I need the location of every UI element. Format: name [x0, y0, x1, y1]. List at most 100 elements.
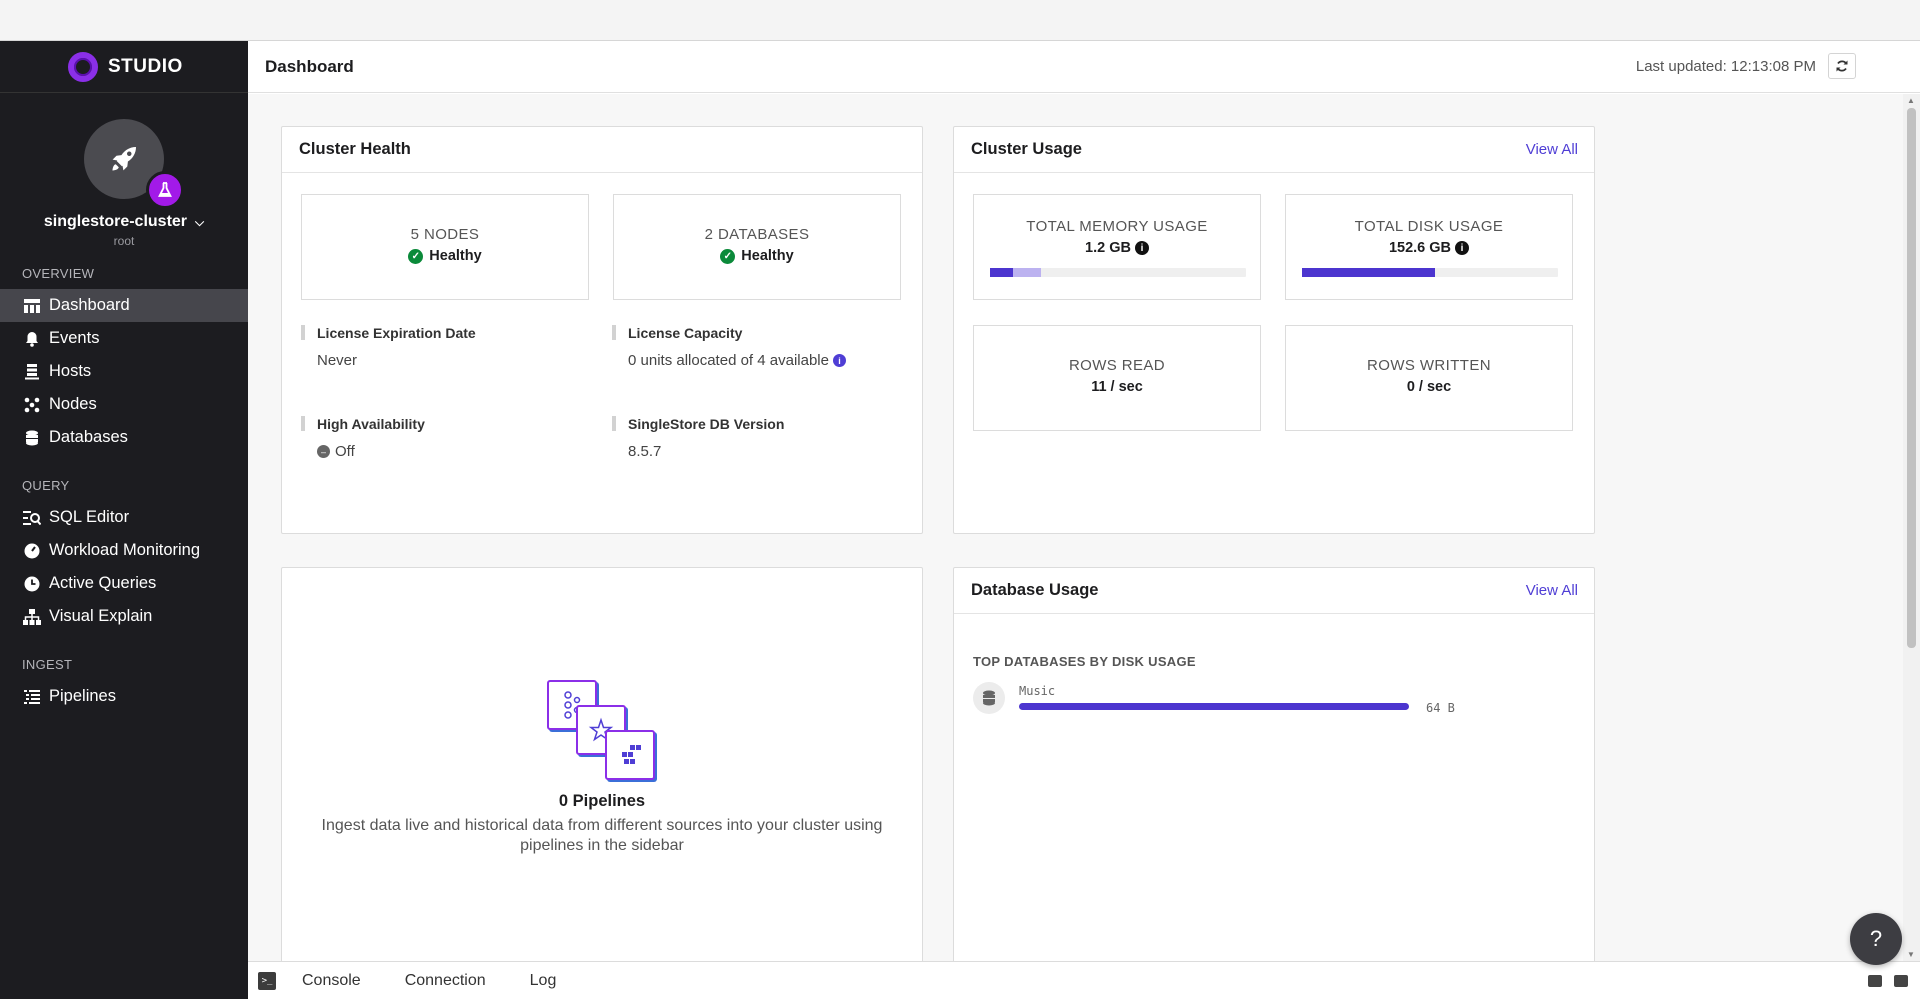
cluster-usage-card: Cluster Usage View All TOTAL MEMORY USAG… [953, 126, 1595, 534]
db-usage-bar [1019, 703, 1409, 710]
sidebar-item-nodes[interactable]: Nodes [0, 388, 248, 421]
prop-key: SingleStore DB Version [628, 416, 785, 432]
sql-editor-icon [22, 508, 42, 528]
view-all-link[interactable]: View All [1525, 141, 1578, 158]
sidebar-item-label: Dashboard [49, 296, 130, 314]
license-capacity-value: 0 units allocated of 4 available i [628, 352, 846, 369]
nodes-box[interactable]: 5 NODES ✓ Healthy [301, 194, 589, 300]
refresh-button[interactable] [1828, 53, 1856, 79]
nodes-label: 5 NODES [410, 226, 480, 243]
pipelines-description: Ingest data live and historical data fro… [321, 817, 883, 854]
rows-read-box[interactable]: ROWS READ 11 / sec [973, 325, 1261, 431]
cluster-health-card: Cluster Health 5 NODES ✓ Healthy 2 DATABA… [281, 126, 923, 534]
license-capacity-label: License Capacity [612, 325, 743, 341]
license-expiration-value: Never [317, 352, 357, 369]
memory-value-text: 1.2 GB [1085, 240, 1131, 256]
sidebar-item-workload-monitoring[interactable]: Workload Monitoring [0, 534, 248, 567]
sidebar-item-label: Pipelines [49, 687, 116, 705]
view-all-link[interactable]: View All [1525, 582, 1578, 599]
sidebar-item-label: SQL Editor [49, 508, 130, 526]
databases-label: 2 DATABASES [704, 226, 810, 243]
sidebar-item-pipelines[interactable]: Pipelines [0, 680, 248, 713]
disk-label: TOTAL DISK USAGE [1354, 218, 1504, 235]
card-header: Cluster Usage View All [954, 127, 1594, 173]
sidebar-item-label: Nodes [49, 395, 97, 413]
db-version-value: 8.5.7 [628, 443, 661, 460]
gauge-icon [22, 541, 42, 561]
prop-key: High Availability [317, 416, 425, 432]
cluster-selector[interactable]: singlestore-cluster ⌵ [0, 213, 248, 231]
sidebar-item-visual-explain[interactable]: Visual Explain [0, 600, 248, 633]
pipelines-count: 0 Pipelines [558, 792, 646, 810]
database-icon [22, 428, 42, 448]
info-icon[interactable]: i [1134, 241, 1149, 255]
disk-usage-box[interactable]: TOTAL DISK USAGE 152.6 GB i [1285, 194, 1573, 300]
scrollbar-thumb[interactable] [1907, 108, 1916, 648]
last-updated: Last updated: 12:13:08 PM [1635, 58, 1816, 75]
check-circle-icon: ✓ [720, 248, 736, 264]
scroll-down-icon[interactable]: ▼ [1907, 950, 1915, 959]
sitemap-icon [22, 607, 42, 627]
nodes-status: ✓ Healthy [302, 248, 588, 264]
vertical-scrollbar[interactable]: ▲ ▼ [1903, 94, 1920, 961]
page-title: Dashboard [265, 56, 354, 76]
check-circle-icon: ✓ [408, 248, 424, 264]
brand-name: STUDIO [108, 55, 183, 77]
pipelines-card: 0 Pipelines Ingest data live and histori… [281, 567, 923, 961]
dashboard-content[interactable]: Cluster Health 5 NODES ✓ Healthy 2 DATABA… [248, 94, 1903, 961]
rows-read-label: ROWS READ [1068, 357, 1166, 374]
high-availability-value: – Off [317, 443, 355, 460]
database-usage-card: Database Usage View All TOP DATABASES BY… [953, 567, 1595, 961]
help-button[interactable]: ? [1850, 913, 1902, 965]
dashboard-icon [22, 296, 42, 316]
card-title: Cluster Usage [971, 140, 1082, 158]
tab-connection[interactable]: Connection [404, 971, 486, 989]
sidebar-item-dashboard[interactable]: Dashboard [0, 289, 248, 322]
high-availability-label: High Availability [301, 416, 425, 432]
databases-box[interactable]: 2 DATABASES ✓ Healthy [613, 194, 901, 300]
bottom-panel-bar: >_ Console Connection Log [248, 961, 1920, 999]
minus-circle-icon: – [317, 445, 330, 458]
sidebar-item-databases[interactable]: Databases [0, 421, 248, 454]
prop-key: License Capacity [628, 325, 743, 341]
disk-value-text: 152.6 GB [1388, 240, 1452, 256]
info-icon[interactable]: i [1455, 241, 1470, 255]
studio-logo-icon [68, 51, 98, 82]
tab-log[interactable]: Log [529, 971, 557, 989]
panel-split-icon[interactable] [1868, 975, 1882, 987]
sidebar-item-hosts[interactable]: Hosts [0, 355, 248, 388]
scroll-up-icon[interactable]: ▲ [1907, 96, 1915, 105]
cluster-name: singlestore-cluster [43, 213, 188, 230]
brand[interactable]: STUDIO [0, 41, 248, 93]
browser-top-strip [0, 0, 1920, 41]
card-title: Database Usage [971, 581, 1099, 599]
info-icon[interactable]: i [832, 354, 846, 367]
card-header: Cluster Health [282, 127, 922, 173]
terminal-icon: >_ [258, 971, 276, 990]
rocket-icon [84, 119, 164, 199]
sidebar-item-label: Databases [49, 428, 128, 446]
memory-usage-box[interactable]: TOTAL MEMORY USAGE 1.2 GB i [973, 194, 1261, 300]
disk-value: 152.6 GB i [1286, 240, 1572, 256]
disk-bar-used [1302, 268, 1436, 277]
flask-icon [146, 171, 184, 209]
sidebar-item-label: Events [49, 329, 100, 347]
sidebar-item-events[interactable]: Events [0, 322, 248, 355]
sidebar-item-label: Active Queries [49, 574, 157, 592]
page-header: Dashboard Last updated: 12:13:08 PM [248, 41, 1920, 93]
sidebar-item-active-queries[interactable]: Active Queries [0, 567, 248, 600]
tab-console[interactable]: Console [302, 971, 361, 989]
sidebar-item-sql-editor[interactable]: SQL Editor [0, 501, 248, 534]
cluster-avatar[interactable] [84, 119, 184, 209]
panel-maximize-icon[interactable] [1894, 975, 1908, 987]
refresh-icon [1836, 60, 1848, 72]
nav-section-ingest: INGEST [22, 657, 73, 672]
memory-value: 1.2 GB i [974, 240, 1260, 256]
nav-section-overview: OVERVIEW [22, 266, 95, 281]
rows-written-box[interactable]: ROWS WRITTEN 0 / sec [1285, 325, 1573, 431]
db-version-label: SingleStore DB Version [612, 416, 785, 432]
db-name: Music [1019, 684, 1056, 698]
database-icon [973, 682, 1005, 714]
memory-bar-used [990, 268, 1014, 277]
databases-status-text: Healthy [741, 248, 794, 264]
